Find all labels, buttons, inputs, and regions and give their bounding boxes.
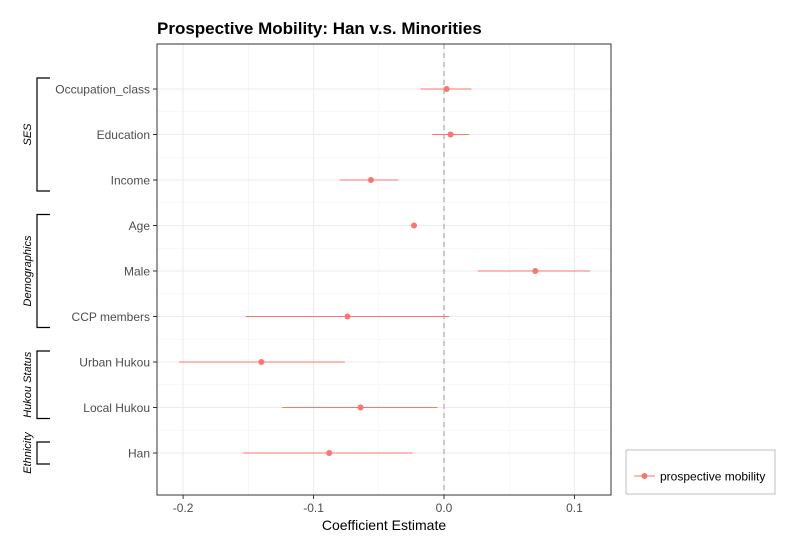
y-tick-label: Education	[97, 128, 150, 142]
estimate-point	[367, 177, 374, 183]
estimate-point	[532, 268, 539, 274]
x-tick-label: 0.0	[436, 501, 453, 515]
plot-panel-border	[156, 43, 612, 496]
y-tick-label: Local Hukou	[83, 401, 150, 415]
legend-key-point	[641, 473, 648, 479]
group-label: Ethnicity	[22, 431, 34, 474]
group-brackets: SES Demographics Hukou Status Ethnicity	[22, 77, 50, 474]
x-axis-title: Coefficient Estimate	[322, 517, 446, 533]
legend-box	[625, 449, 776, 495]
estimate-point	[258, 359, 265, 365]
y-tick-label: Income	[111, 174, 151, 188]
chart-title: Prospective Mobility: Han v.s. Minoritie…	[157, 19, 482, 38]
estimate-point	[344, 313, 351, 320]
x-axis: -0.2 -0.1 0.0 0.1	[173, 495, 583, 515]
estimate-point	[443, 86, 450, 92]
y-tick-label: CCP members	[72, 310, 150, 324]
estimate-point	[326, 450, 333, 456]
y-tick-label: Occupation_class	[55, 83, 150, 97]
y-axis-labels: Occupation_class Education Income Age Male CC…	[55, 83, 157, 461]
group-label: SES	[22, 123, 34, 146]
group-bracket	[36, 441, 50, 465]
estimate-point	[357, 404, 364, 411]
group-label: Demographics	[22, 235, 34, 306]
estimate-point	[447, 131, 454, 138]
grid-layer	[157, 44, 611, 495]
y-tick-label: Age	[129, 219, 151, 233]
group-bracket	[36, 213, 50, 329]
group-bracket	[36, 350, 50, 420]
x-tick-label: -0.2	[173, 501, 194, 515]
x-tick-label: -0.1	[303, 501, 324, 515]
y-tick-label: Han	[128, 447, 150, 461]
x-tick-label: 0.1	[566, 501, 583, 515]
legend: prospective mobility	[625, 449, 776, 495]
estimate-point	[411, 222, 418, 229]
legend-entry-label: prospective mobility	[660, 470, 765, 484]
y-tick-label: Male	[124, 265, 150, 279]
group-label: Hukou Status	[22, 351, 34, 418]
y-tick-label: Urban Hukou	[79, 356, 150, 370]
group-bracket	[36, 77, 50, 192]
marks-layer	[179, 44, 591, 495]
